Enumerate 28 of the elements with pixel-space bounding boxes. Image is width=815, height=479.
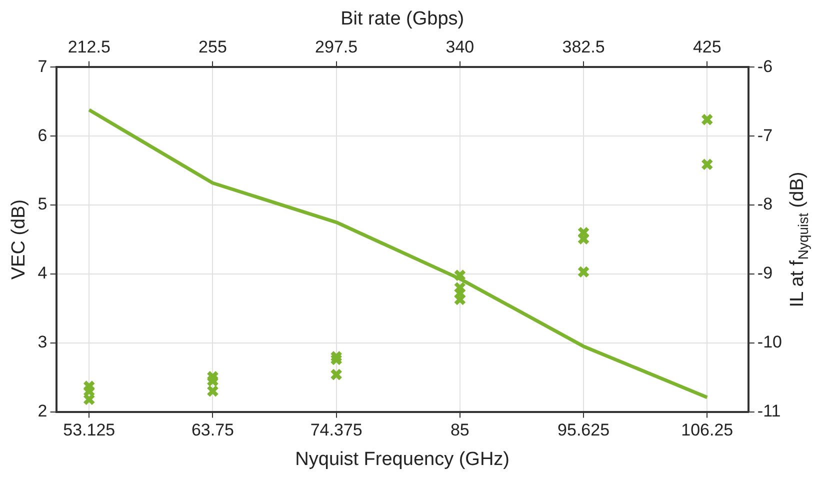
- x-tick-label: 63.75: [191, 420, 234, 440]
- y-axis-title: VEC (dB): [8, 199, 30, 280]
- x2-tick-label: 425: [692, 38, 722, 57]
- x2-tick-label: 340: [446, 38, 474, 57]
- y2-tick-label: -8: [757, 194, 773, 214]
- x2-tick-label: 212.5: [68, 38, 110, 57]
- y2-axis-title: IL at fNyquist (dB): [787, 172, 811, 308]
- x2-tick-label: 255: [198, 38, 227, 57]
- x-tick-label: 53.125: [63, 420, 116, 440]
- x-tick-label: 85: [450, 420, 470, 440]
- y-tick-label: 7: [38, 56, 48, 76]
- y2-tick-label: -6: [757, 56, 773, 76]
- x2-axis-title: Bit rate (Gbps): [340, 8, 464, 30]
- x-axis-title: Nyquist Frequency (GHz): [295, 448, 510, 470]
- y2-tick-label: -10: [757, 332, 782, 352]
- y-tick-label: 4: [38, 264, 48, 283]
- y2-tick-label: -7: [757, 126, 773, 145]
- y2-tick-label: -9: [757, 264, 773, 283]
- y-tick-label: 5: [38, 194, 48, 214]
- y2-tick-label: -11: [757, 401, 781, 420]
- y-tick-label: 6: [38, 126, 48, 145]
- x2-tick-label: 297.5: [315, 38, 358, 57]
- y-tick-label: 2: [38, 401, 48, 420]
- y-tick-label: 3: [38, 332, 48, 352]
- x-tick-label: 74.375: [310, 420, 362, 440]
- x2-tick-label: 382.5: [562, 38, 605, 57]
- x-tick-label: 106.25: [681, 420, 734, 440]
- x-tick-label: 95.625: [558, 420, 610, 440]
